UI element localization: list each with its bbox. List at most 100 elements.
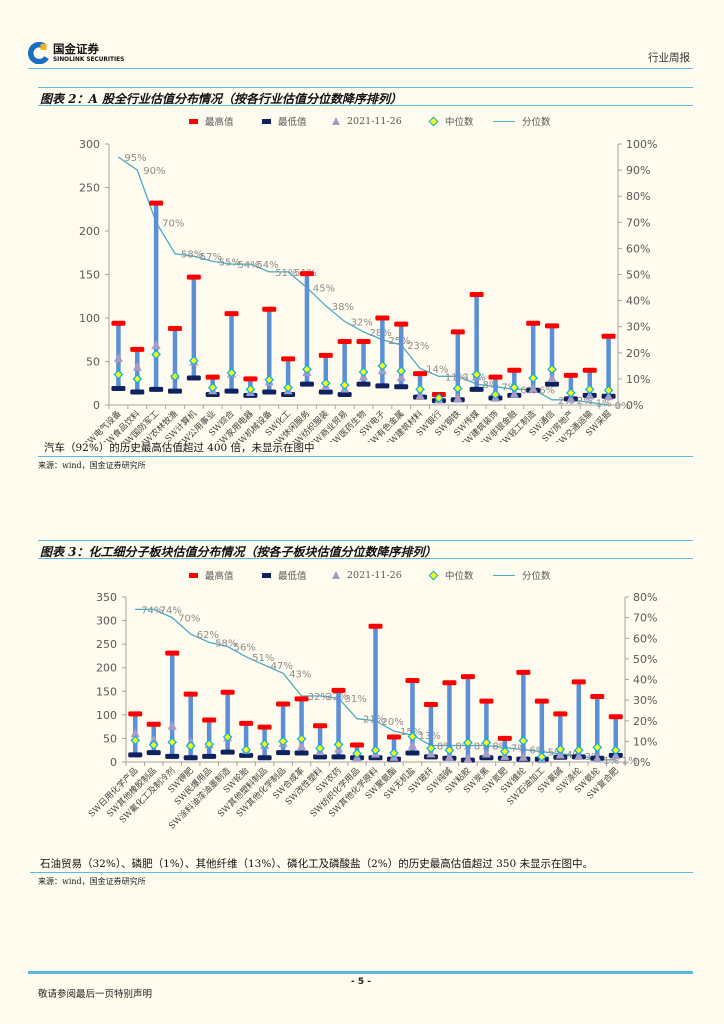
median-marker (490, 389, 501, 400)
median-marker (222, 732, 233, 742)
figure2-chart: 0 50 100 150 200 250 300 0% 10% 20% 30% 40% 50% 60% 70… (79, 138, 657, 442)
line-swatch-icon (493, 574, 515, 576)
figure3-chart: 0 50 100 150 200 250 300 350 0% 10% 20% 30% 40% 50% 60… (86, 591, 657, 832)
current-marker (151, 339, 161, 349)
percentile-label: 7% (502, 383, 518, 394)
max-marker (442, 680, 457, 686)
current-marker (528, 383, 538, 393)
median-marker (113, 369, 124, 380)
max-marker (318, 352, 333, 358)
percentile-label: 54% (238, 260, 260, 271)
median-marker (528, 373, 539, 383)
figure3-note-rule (30, 872, 693, 873)
y-tick-label-left: 50 (86, 356, 100, 369)
median-marker (245, 384, 256, 395)
triangle-icon (332, 117, 340, 125)
y-tick-label-left: 350 (96, 591, 117, 604)
current-marker (604, 391, 614, 401)
max-marker (220, 689, 235, 695)
min-marker (149, 386, 164, 392)
min-marker (130, 389, 145, 395)
median-marker (481, 737, 492, 748)
y-tick-label-left: 200 (96, 662, 117, 675)
max-marker (563, 372, 578, 378)
y-tick-label-left: 250 (79, 182, 100, 195)
median-marker (226, 367, 237, 378)
y-tick-label-right: 40% (633, 674, 657, 687)
median-marker (148, 740, 159, 750)
y-tick-label-right: 30% (633, 694, 657, 707)
legend-item-min: 最低值 (262, 569, 307, 582)
min-marker (167, 388, 182, 394)
median-marker (377, 361, 388, 371)
percentile-label: 14% (426, 365, 448, 376)
max-marker (167, 325, 182, 331)
percentile-label: 58% (181, 250, 203, 261)
max-marker (507, 367, 522, 373)
y-tick-label-left: 50 (103, 732, 117, 745)
figure2-title-rule-bottom (38, 105, 693, 106)
legend-min-label: 最低值 (278, 117, 307, 128)
current-marker (130, 728, 140, 738)
max-marker (497, 735, 512, 741)
max-marker (394, 321, 409, 327)
current-marker (113, 353, 123, 363)
percentile-label: 31% (345, 694, 367, 705)
percentile-label: 74% (160, 605, 182, 616)
max-marker (368, 623, 383, 629)
max-marker (186, 274, 201, 280)
y-tick-label-left: 200 (79, 225, 100, 238)
percentile-label: 70% (178, 614, 200, 625)
legend-item-current: 2021-11-26 (332, 569, 402, 581)
max-marker (337, 338, 352, 344)
median-marker (370, 745, 381, 756)
legend-current-label: 2021-11-26 (347, 569, 402, 581)
legend-item-percentile: 分位数 (493, 115, 551, 128)
y-tick-label-right: 60% (626, 242, 650, 255)
median-marker (320, 378, 331, 389)
y-tick-label-right: 90% (626, 164, 650, 177)
percentile-label: 1% (622, 756, 638, 767)
percentile-label: 51% (275, 268, 297, 279)
min-marker (257, 755, 272, 761)
median-marker (471, 369, 482, 380)
y-tick-label-left: 150 (96, 685, 117, 698)
max-marker (450, 329, 465, 335)
max-marker (257, 724, 272, 730)
percentile-label: 51% (252, 653, 274, 664)
percentile-label: 32% (308, 692, 330, 703)
legend-median-label: 中位数 (445, 571, 474, 582)
figure3-title-rule-bottom (38, 558, 693, 559)
max-marker (479, 698, 494, 704)
y-tick-label-right: 40% (626, 295, 650, 308)
percentile-label: 32% (351, 318, 373, 329)
min-marker (545, 381, 560, 387)
figure3-title-rule-top (38, 540, 693, 541)
percentile-label: 8% (483, 380, 499, 391)
min-marker (276, 750, 291, 756)
legend-median-label: 中位数 (445, 117, 474, 128)
median-marker (500, 746, 510, 757)
percentile-label: 8% (437, 742, 453, 753)
median-marker (389, 748, 399, 758)
current-marker (566, 393, 576, 403)
logo-mark-icon (28, 42, 49, 64)
max-marker (281, 356, 296, 362)
current-marker (396, 372, 406, 382)
current-marker (509, 388, 519, 398)
y-tick-label-right: 30% (626, 321, 650, 334)
current-marker (547, 373, 557, 383)
max-marker (590, 693, 605, 699)
max-marker (183, 691, 198, 697)
median-marker (333, 739, 344, 750)
max-marker (224, 311, 239, 317)
y-tick-label-right: 0% (626, 399, 643, 412)
max-marker (601, 333, 616, 339)
min-marker (224, 388, 239, 394)
legend-min-swatch (262, 118, 271, 124)
legend-item-median: 中位数 (428, 115, 474, 128)
max-marker (423, 701, 438, 707)
company-logo: 国金证券 SINOLINK SECURITIES (28, 41, 138, 65)
percentile-label: 6% (539, 385, 555, 396)
max-marker (608, 714, 623, 720)
